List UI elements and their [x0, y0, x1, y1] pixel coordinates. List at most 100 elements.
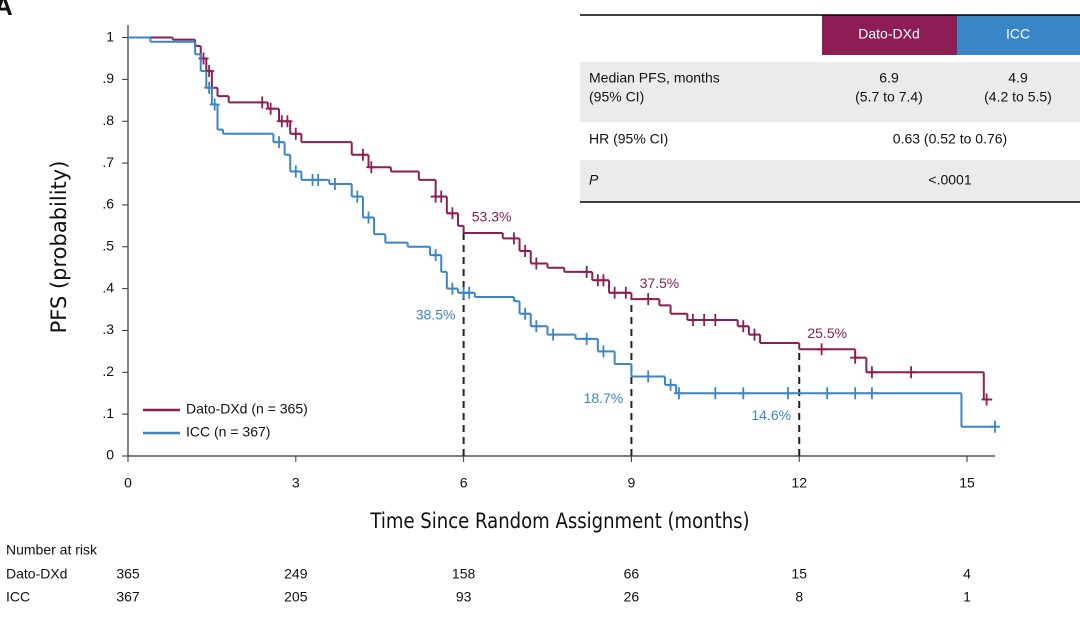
- censor-mark: [990, 420, 1000, 433]
- risk-count: 249: [284, 566, 308, 582]
- censor-mark: [282, 115, 293, 128]
- censor-mark: [598, 345, 609, 358]
- censor-mark: [850, 351, 861, 364]
- censor-mark: [363, 211, 374, 224]
- x-axis-title: Time Since Random Assignment (months): [369, 509, 749, 534]
- censor-mark: [430, 249, 441, 262]
- table-row-label: (95% CI): [589, 89, 644, 105]
- risk-count: 93: [456, 589, 472, 605]
- x-tick-label: 9: [628, 475, 636, 491]
- censor-mark: [204, 81, 215, 94]
- censor-mark: [738, 320, 749, 333]
- table-cell: (5.7 to 7.4): [855, 89, 923, 105]
- censor-mark: [866, 387, 877, 400]
- landmark-label: 38.5%: [416, 307, 456, 323]
- table-row-bg: [580, 160, 1080, 202]
- censor-mark: [710, 387, 721, 400]
- censor-mark: [581, 332, 592, 345]
- legend-label: Dato-DXd (n = 365): [186, 401, 308, 417]
- risk-count: 158: [452, 566, 476, 582]
- y-tick-label: .8: [102, 112, 114, 128]
- table-header-cell: [957, 15, 1080, 55]
- y-tick-label: .5: [102, 237, 114, 253]
- table-row-bg: [580, 62, 1080, 122]
- panel-label: A: [0, 0, 13, 21]
- censor-mark: [581, 265, 592, 278]
- censor-mark: [366, 161, 377, 174]
- y-tick-label: 1: [106, 28, 114, 44]
- table-header: Dato-DXd: [858, 26, 919, 42]
- censor-mark: [447, 207, 458, 220]
- legend-label: ICC (n = 367): [186, 424, 270, 440]
- censor-mark: [357, 148, 368, 161]
- risk-count: 8: [795, 589, 803, 605]
- censor-mark: [209, 98, 220, 111]
- censor-mark: [313, 173, 324, 186]
- landmark-label: 14.6%: [751, 407, 791, 423]
- censor-mark: [643, 293, 654, 306]
- summary-table: Dato-DXd ICC Median PFS, months (95% CI) 6.9…: [580, 14, 1080, 203]
- table-row-label: Median PFS, months: [589, 70, 720, 86]
- censor-mark: [548, 328, 559, 341]
- censor-mark: [816, 343, 827, 356]
- censor-mark: [822, 387, 833, 400]
- censor-mark: [329, 178, 340, 191]
- table-cell: 0.63 (0.52 to 0.76): [893, 131, 1007, 147]
- censor-mark: [508, 232, 519, 245]
- censor-mark: [620, 286, 631, 299]
- y-tick-label: .7: [102, 154, 114, 170]
- censor-mark: [531, 320, 542, 333]
- risk-row-name: ICC: [6, 589, 30, 605]
- censor-mark: [609, 286, 620, 299]
- landmark-label: 37.5%: [640, 275, 680, 291]
- censor-mark: [687, 314, 698, 327]
- risk-count: 66: [624, 566, 640, 582]
- table-cell: <.0001: [928, 172, 971, 188]
- censor-mark: [520, 244, 531, 257]
- censor-mark: [866, 366, 877, 379]
- risk-count: 4: [963, 566, 971, 582]
- risk-count: 1: [963, 589, 971, 605]
- censor-mark: [710, 314, 721, 327]
- censor-mark: [274, 136, 285, 149]
- x-tick-label: 3: [292, 475, 300, 491]
- censor-mark: [436, 190, 447, 203]
- y-tick-label: .9: [102, 70, 114, 86]
- censor-mark: [749, 328, 760, 341]
- censor-mark: [981, 393, 992, 406]
- risk-count: 15: [791, 566, 807, 582]
- censor-mark: [520, 307, 531, 320]
- table-cell: (4.2 to 5.5): [984, 89, 1052, 105]
- y-tick-label: .1: [102, 405, 114, 421]
- censor-mark: [673, 387, 684, 400]
- x-tick-label: 0: [124, 475, 132, 491]
- censor-mark: [290, 127, 301, 140]
- y-tick-label: .6: [102, 196, 114, 212]
- censor-mark: [738, 387, 749, 400]
- risk-count: 26: [624, 589, 640, 605]
- censor-mark: [906, 366, 917, 379]
- censor-mark: [352, 190, 363, 203]
- y-axis-title: PFS (probability): [47, 161, 71, 334]
- y-tick-label: .2: [102, 363, 114, 379]
- y-tick-label: .3: [102, 321, 114, 337]
- censor-mark: [783, 387, 794, 400]
- table-cell: 4.9: [1008, 70, 1028, 86]
- risk-count: 367: [116, 589, 140, 605]
- table-row-label: P: [589, 172, 599, 188]
- risk-row-name: Dato-DXd: [6, 566, 67, 582]
- censor-mark: [643, 370, 654, 383]
- table-cell: 6.9: [879, 70, 899, 86]
- landmark-label: 53.3%: [472, 209, 512, 225]
- table-header-cell: [822, 15, 957, 55]
- censor-mark: [699, 314, 710, 327]
- risk-count: 365: [116, 566, 140, 582]
- censor-mark: [290, 165, 301, 178]
- landmark-label: 25.5%: [807, 325, 847, 341]
- censor-mark: [447, 282, 458, 295]
- risk-title: Number at risk: [6, 542, 98, 558]
- censor-mark: [257, 96, 268, 109]
- y-tick-label: .4: [102, 279, 114, 295]
- censor-mark: [665, 378, 676, 391]
